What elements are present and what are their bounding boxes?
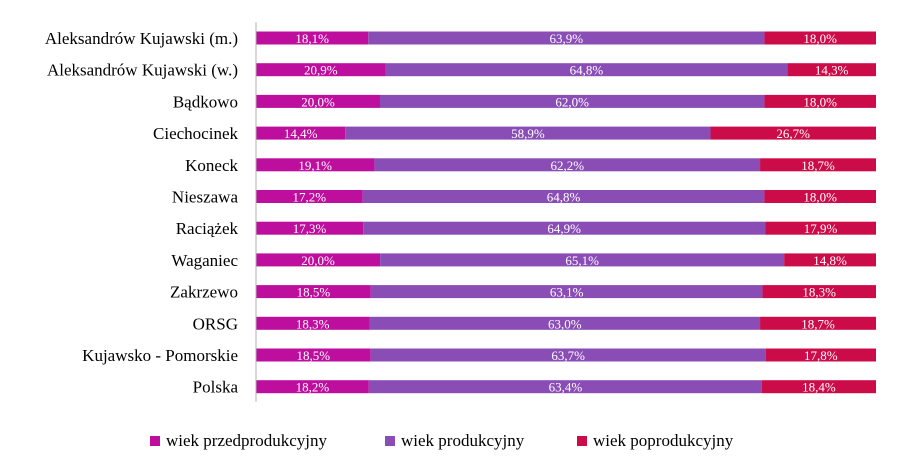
legend: wiek przedprodukcyjny wiek produkcyjny wie…	[150, 431, 734, 450]
category-label: Waganiec	[171, 251, 238, 270]
legend-swatch	[150, 436, 160, 446]
bar-segment	[256, 348, 371, 362]
data-label: 20,0%	[301, 94, 335, 109]
category-label: Koneck	[185, 156, 238, 175]
data-label: 58,9%	[511, 126, 545, 141]
category-label: Kujawsko - Pomorskie	[82, 346, 238, 365]
data-label: 26,7%	[776, 126, 810, 141]
bars-group: 18,1% 63,9% 18,0% 20,9% 64,8% 14,3% 20,0% 62,0%…	[256, 31, 876, 395]
bar-segment	[787, 63, 876, 77]
category-label: Zakrzewo	[170, 283, 238, 302]
bar-segment	[710, 126, 876, 140]
data-label: 18,2%	[296, 380, 330, 395]
bar-segment	[368, 380, 762, 394]
bar-segment	[256, 31, 369, 45]
bar-segment	[760, 316, 876, 330]
data-label: 18,3%	[296, 316, 330, 331]
category-label: ORSG	[193, 314, 238, 333]
data-label: 65,1%	[565, 253, 599, 268]
bar-segment	[363, 221, 766, 235]
data-label: 63,1%	[550, 285, 584, 300]
bar-segment	[256, 253, 381, 267]
category-label: Aleksandrów Kujawski (w.)	[47, 61, 238, 80]
data-label: 17,2%	[293, 190, 327, 205]
data-label: 17,9%	[804, 221, 838, 236]
data-label: 17,3%	[293, 221, 327, 236]
data-label: 18,0%	[803, 94, 837, 109]
data-label: 18,3%	[802, 285, 836, 300]
category-label: Aleksandrów Kujawski (m.)	[45, 29, 238, 48]
data-label: 20,9%	[304, 63, 338, 78]
bar-segment	[764, 190, 876, 203]
bar-segment	[370, 285, 763, 299]
data-label: 64,8%	[547, 190, 581, 205]
bar-segment	[256, 316, 370, 330]
data-label: 64,9%	[547, 221, 581, 236]
bar-segment	[345, 126, 711, 140]
bar-segment	[385, 63, 788, 77]
bar-segment	[374, 158, 761, 172]
category-label: Raciążek	[176, 219, 239, 238]
bar-segment	[380, 94, 765, 108]
data-label: 19,1%	[298, 158, 332, 173]
bar-segment	[762, 285, 876, 299]
data-label: 62,2%	[550, 158, 584, 173]
data-label: 63,0%	[548, 316, 582, 331]
data-label: 62,0%	[555, 94, 589, 109]
data-label: 18,0%	[803, 31, 837, 46]
data-label: 18,4%	[802, 380, 836, 395]
bar-segment	[256, 94, 380, 108]
legend-swatch	[577, 436, 587, 446]
bar-segment	[256, 221, 364, 235]
bar-segment	[256, 380, 369, 394]
data-label: 17,8%	[804, 348, 838, 363]
data-label: 14,8%	[813, 253, 847, 268]
data-label: 20,0%	[301, 253, 335, 268]
data-label: 14,4%	[284, 126, 318, 141]
category-label: Bądkowo	[173, 92, 238, 111]
bar-segment	[256, 285, 371, 299]
bar-segment	[370, 348, 766, 362]
data-label: 18,5%	[297, 285, 331, 300]
bar-segment	[760, 158, 876, 172]
data-label: 18,1%	[295, 31, 329, 46]
data-label: 14,3%	[815, 63, 849, 78]
data-label: 18,0%	[803, 190, 837, 205]
legend-label: wiek produkcyjny	[401, 431, 525, 450]
data-label: 18,5%	[297, 348, 331, 363]
data-label: 63,9%	[550, 31, 584, 46]
bar-segment	[765, 348, 876, 362]
bar-segment	[764, 94, 876, 108]
category-labels: Aleksandrów Kujawski (m.) Aleksandrów Kuj…	[45, 29, 239, 397]
bar-segment	[765, 221, 876, 235]
bar-segment	[369, 316, 761, 330]
bar-segment	[784, 253, 876, 267]
data-label: 18,7%	[801, 158, 835, 173]
category-label: Polska	[193, 378, 239, 397]
category-label: Ciechocinek	[153, 124, 238, 143]
data-label: 63,4%	[549, 380, 583, 395]
category-label: Nieszawa	[172, 188, 239, 207]
data-label: 63,7%	[551, 348, 585, 363]
bar-segment	[256, 158, 375, 172]
legend-label: wiek przedprodukcyjny	[166, 431, 327, 450]
bar-segment	[256, 190, 363, 203]
legend-label: wiek poprodukcyjny	[593, 431, 734, 450]
bar-segment	[761, 380, 876, 394]
bar-segment	[764, 31, 876, 45]
bar-segment	[380, 253, 785, 267]
bar-segment	[256, 126, 346, 140]
data-label: 18,7%	[801, 316, 835, 331]
bar-segment	[368, 31, 765, 45]
legend-swatch	[385, 436, 395, 446]
data-label: 64,8%	[570, 63, 604, 78]
bar-segment	[362, 190, 765, 203]
bar-segment	[256, 63, 386, 77]
